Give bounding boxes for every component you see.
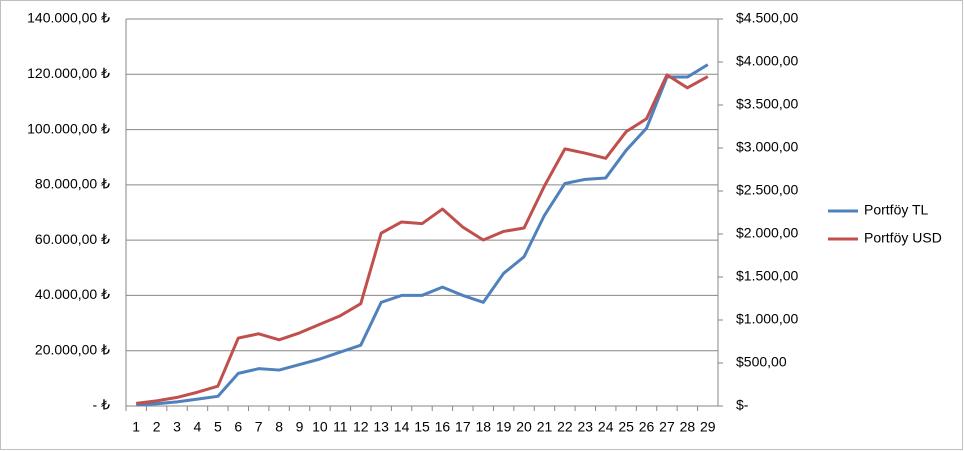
y2-tick-label: $500,00 <box>736 354 787 370</box>
x-tick-label: 15 <box>414 419 430 435</box>
y-tick-label: 80.000,00 ₺ <box>35 176 110 192</box>
x-tick-label: 24 <box>598 419 614 435</box>
x-tick-label: 18 <box>475 419 491 435</box>
x-tick-label: 13 <box>373 419 389 435</box>
x-tick-label: 23 <box>578 419 594 435</box>
x-tick-label: 8 <box>275 419 283 435</box>
series-line <box>136 73 709 405</box>
x-tick-label: 3 <box>173 419 181 435</box>
legend-label: Portföy TL <box>864 202 929 218</box>
y-tick-label: 40.000,00 ₺ <box>35 286 110 302</box>
y-tick-label: 20.000,00 ₺ <box>35 341 110 357</box>
y2-tick-label: $3.000,00 <box>736 139 798 155</box>
y2-tick-label: $2.500,00 <box>736 182 798 198</box>
y-tick-label: 60.000,00 ₺ <box>35 231 110 247</box>
x-tick-label: 28 <box>680 419 696 435</box>
series-line <box>136 63 709 407</box>
x-tick-label: 16 <box>435 419 451 435</box>
x-tick-label: 19 <box>496 419 512 435</box>
x-tick-label: 9 <box>296 419 304 435</box>
y2-tick-label: $1.000,00 <box>736 311 798 327</box>
y2-tick-label: $4.500,00 <box>736 10 798 26</box>
x-tick-label: 20 <box>516 419 532 435</box>
x-tick-label: 4 <box>194 419 202 435</box>
x-tick-label: 12 <box>353 419 369 435</box>
x-tick-label: 1 <box>132 419 140 435</box>
y-tick-label: 100.000,00 ₺ <box>27 120 110 136</box>
y-tick-label: 120.000,00 ₺ <box>27 65 110 81</box>
x-tick-label: 6 <box>234 419 242 435</box>
x-tick-label: 11 <box>333 419 348 435</box>
x-tick-label: 26 <box>639 419 655 435</box>
x-tick-label: 22 <box>557 419 573 435</box>
x-tick-label: 29 <box>700 419 716 435</box>
y2-tick-label: $4.000,00 <box>736 53 798 69</box>
x-tick-label: 25 <box>618 419 634 435</box>
y2-tick-label: $2.000,00 <box>736 225 798 241</box>
y-tick-label: - ₺ <box>93 397 111 413</box>
y2-tick-label: $- <box>736 397 749 413</box>
x-tick-label: 17 <box>455 419 471 435</box>
y-tick-label: 140.000,00 ₺ <box>27 10 110 26</box>
x-tick-label: 14 <box>394 419 410 435</box>
x-tick-label: 10 <box>312 419 328 435</box>
y2-tick-label: $1.500,00 <box>736 268 798 284</box>
legend-label: Portföy USD <box>864 230 942 246</box>
x-tick-label: 21 <box>537 419 553 435</box>
y2-tick-label: $3.500,00 <box>736 96 798 112</box>
x-tick-label: 7 <box>255 419 263 435</box>
x-tick-label: 27 <box>659 419 675 435</box>
x-tick-label: 2 <box>153 419 161 435</box>
x-tick-label: 5 <box>214 419 222 435</box>
